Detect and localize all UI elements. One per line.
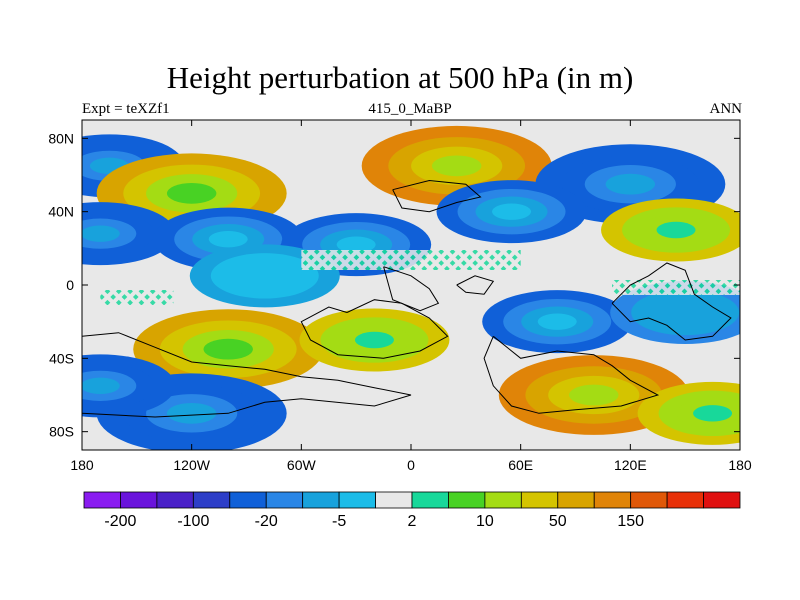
field-cell-10 xyxy=(133,309,324,390)
colorbar-label: -5 xyxy=(332,513,346,530)
colorbar-label: 150 xyxy=(617,513,644,530)
lon-tick-label: 60E xyxy=(508,457,533,473)
colorbar-swatch xyxy=(448,491,486,509)
colorbar-swatch xyxy=(520,491,559,509)
lon-tick-label: 180 xyxy=(70,457,94,473)
coastline-3 xyxy=(483,335,660,414)
field-cell-16 xyxy=(498,355,689,435)
colorbar-label: 50 xyxy=(549,513,567,530)
coastline-0 xyxy=(392,179,482,213)
colorbar-label: 10 xyxy=(476,513,494,530)
field-cell-7 xyxy=(436,180,587,244)
colorbar-swatch xyxy=(229,491,267,509)
colorbar-label: -100 xyxy=(177,513,209,530)
significance-hatch-4 xyxy=(301,250,521,270)
field-cell-13 xyxy=(610,281,740,344)
field-cell-2 xyxy=(82,202,176,266)
colorbar-swatch xyxy=(192,491,231,509)
colorbar-swatch xyxy=(666,491,704,509)
lat-tick-label: 40N xyxy=(48,204,74,220)
plot-title: Height perturbation at 500 hPa (in m) xyxy=(166,60,634,95)
colorbar-label: -20 xyxy=(255,513,278,530)
field-cell-12 xyxy=(482,290,633,354)
experiment-label: Expt = teXZf1 xyxy=(82,101,170,117)
colorbar-swatch xyxy=(375,491,413,509)
coastline-2 xyxy=(82,332,412,418)
lon-tick-label: 0 xyxy=(407,457,415,473)
colorbar-swatch xyxy=(83,491,121,509)
significance-hatch-2 xyxy=(100,290,174,305)
lon-tick-label: 180 xyxy=(728,457,752,473)
field-cell-17 xyxy=(637,381,740,445)
colorbar-swatch xyxy=(156,491,194,509)
colorbar-label: 2 xyxy=(408,513,417,530)
colorbar-swatch xyxy=(120,491,158,509)
map-axes: 180 120W 60W 0 60E 120E 180 80N 40N 0 40S 80S xyxy=(48,120,752,473)
significance-hatch-3 xyxy=(612,280,740,295)
colorbar-swatch xyxy=(411,491,449,509)
field-cell-8 xyxy=(601,198,740,262)
colorbar-swatch xyxy=(484,491,522,509)
coastline-1 xyxy=(300,299,449,359)
colorbar-swatch xyxy=(593,491,632,509)
colorbar-swatch xyxy=(703,491,741,509)
coastline-6 xyxy=(456,275,495,295)
lon-tick-label: 60W xyxy=(287,457,317,473)
lon-tick-label: 120E xyxy=(614,457,647,473)
field-cell-11 xyxy=(299,308,450,372)
colorbar-swatch xyxy=(630,491,668,509)
colorbar-swatch xyxy=(338,491,376,509)
colorbar-label: -200 xyxy=(104,513,136,530)
colorbar-swatch xyxy=(265,491,304,509)
colorbar-swatch xyxy=(557,491,595,509)
time-label: 415_0_MaBP xyxy=(368,101,452,117)
field-cell-15 xyxy=(82,354,176,418)
lat-tick-label: 0 xyxy=(66,277,74,293)
coastline-4 xyxy=(611,262,732,341)
coastline-5 xyxy=(383,266,440,312)
season-label: ANN xyxy=(709,101,743,117)
colorbar: -200 -100 -20 -5 2 10 50 150 xyxy=(83,491,741,530)
lon-tick-label: 120W xyxy=(173,457,210,473)
lat-tick-label: 80N xyxy=(48,130,74,146)
colorbar-swatch xyxy=(302,491,340,509)
coastlines xyxy=(82,179,732,418)
lat-tick-label: 40S xyxy=(49,350,74,366)
significance-hatch-1 xyxy=(484,95,566,115)
lat-tick-label: 80S xyxy=(49,424,74,440)
